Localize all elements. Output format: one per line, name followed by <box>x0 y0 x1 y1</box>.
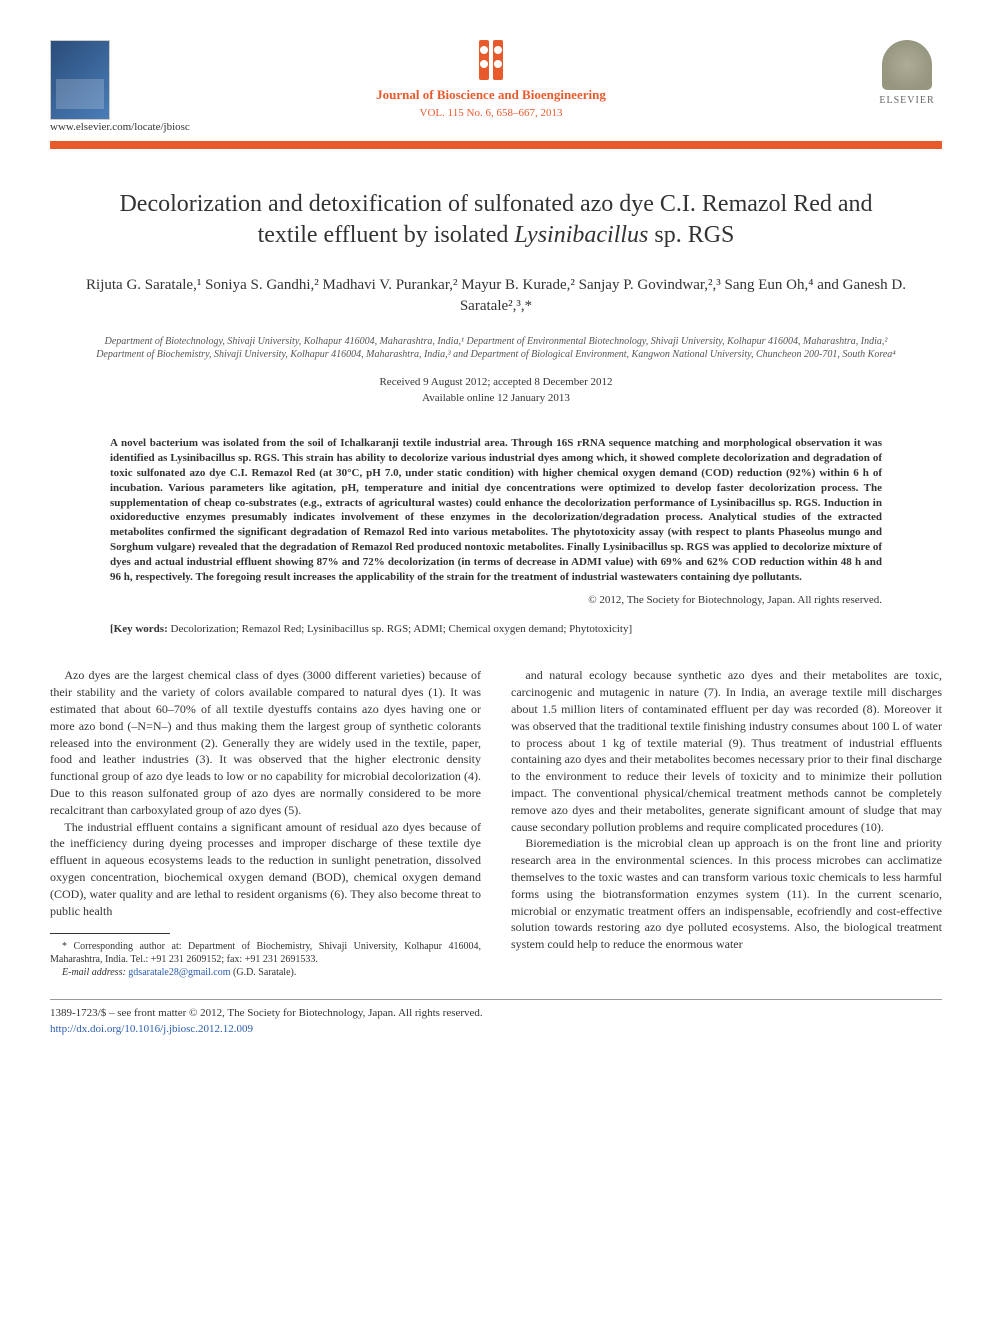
body-text-columns: Azo dyes are the largest chemical class … <box>50 667 942 979</box>
keywords-text: Decolorization; Remazol Red; Lysinibacil… <box>168 623 632 635</box>
locate-url[interactable]: www.elsevier.com/locate/jbiosc <box>50 120 942 135</box>
authors-list: Rijuta G. Saratale,¹ Soniya S. Gandhi,² … <box>50 275 942 317</box>
body-paragraph: Bioremediation is the microbial clean up… <box>511 835 942 953</box>
body-paragraph: The industrial effluent contains a signi… <box>50 819 481 920</box>
article-dates: Received 9 August 2012; accepted 8 Decem… <box>50 375 942 406</box>
body-paragraph: and natural ecology because synthetic az… <box>511 667 942 835</box>
article-title: Decolorization and detoxification of sul… <box>50 189 942 251</box>
column-right: and natural ecology because synthetic az… <box>511 667 942 979</box>
journal-cover-thumbnail <box>50 40 110 120</box>
footnote-separator <box>50 933 170 934</box>
column-left: Azo dyes are the largest chemical class … <box>50 667 481 979</box>
abstract-copyright: © 2012, The Society for Biotechnology, J… <box>50 593 942 608</box>
title-species: Lysinibacillus <box>514 222 648 248</box>
email-footnote: E-mail address: gdsaratale28@gmail.com (… <box>50 966 481 979</box>
email-label: E-mail address: <box>62 967 126 978</box>
front-matter-line: 1389-1723/$ – see front matter © 2012, T… <box>50 1006 942 1021</box>
keywords: [Key words: Decolorization; Remazol Red;… <box>50 622 942 637</box>
journal-info: Journal of Bioscience and Bioengineering… <box>110 40 872 122</box>
corresponding-author-footnote: * Corresponding author at: Department of… <box>50 940 481 966</box>
doi-link[interactable]: http://dx.doi.org/10.1016/j.jbiosc.2012.… <box>50 1023 253 1035</box>
page-header: Journal of Bioscience and Bioengineering… <box>50 40 942 122</box>
online-date: Available online 12 January 2013 <box>50 391 942 406</box>
keywords-label: [Key words: <box>110 623 168 635</box>
journal-logo-icon <box>471 40 511 80</box>
journal-name: Journal of Bioscience and Bioengineering <box>110 86 872 104</box>
received-date: Received 9 August 2012; accepted 8 Decem… <box>50 375 942 390</box>
header-left <box>50 40 110 120</box>
footer-separator <box>50 999 942 1000</box>
title-text-pre: Decolorization and detoxification of sul… <box>119 191 872 248</box>
affiliations: Department of Biotechnology, Shivaji Uni… <box>50 335 942 361</box>
body-paragraph: Azo dyes are the largest chemical class … <box>50 667 481 818</box>
doi-line: http://dx.doi.org/10.1016/j.jbiosc.2012.… <box>50 1022 942 1037</box>
abstract-text: A novel bacterium was isolated from the … <box>50 436 942 584</box>
publisher-logo: ELSEVIER <box>872 40 942 108</box>
header-divider-bar <box>50 141 942 149</box>
author-email-link[interactable]: gdsaratale28@gmail.com <box>128 967 230 978</box>
publisher-name: ELSEVIER <box>872 94 942 108</box>
email-attribution: (G.D. Saratale). <box>233 967 296 978</box>
journal-volume-line: VOL. 115 No. 6, 658–667, 2013 <box>110 106 872 121</box>
elsevier-tree-icon <box>882 40 932 90</box>
title-text-post: sp. RGS <box>648 222 734 248</box>
